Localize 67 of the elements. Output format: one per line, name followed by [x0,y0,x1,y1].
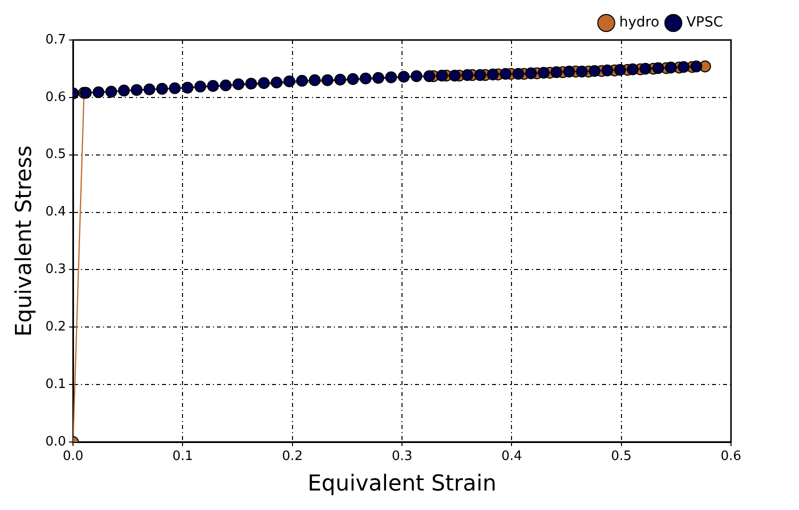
y-axis-title: Equivalent Stress [12,145,37,337]
point [258,77,270,89]
point [334,74,346,86]
point [588,65,600,77]
point [385,71,397,84]
legend-label: hydro [619,14,660,31]
x-tick-label: 0.6 [720,449,742,464]
point [538,66,550,79]
y-tick-label: 0.6 [45,90,66,105]
point [550,66,562,78]
point [130,84,143,96]
point [347,73,359,85]
point [398,70,410,83]
point [105,86,118,98]
point [436,70,448,82]
point [308,74,321,86]
x-axis-title: Equivalent Strain [308,472,496,497]
y-tick-label: 0.3 [45,262,66,278]
point [372,72,384,84]
point [296,74,308,87]
point [652,62,664,74]
point [207,80,219,92]
point [423,70,436,82]
point [500,68,512,80]
point [245,78,258,90]
y-tick-label: 0.1 [45,376,66,392]
y-tick-label: 0.4 [45,204,66,220]
point [283,75,296,88]
point [232,78,244,90]
x-tick-label: 0.2 [282,449,303,464]
point [360,72,372,84]
point [220,79,232,92]
x-tick-label: 0.1 [172,449,194,464]
point [410,70,422,82]
point [143,83,156,96]
point [640,62,652,75]
point [512,68,524,80]
legend-label: VPSC [686,14,724,31]
point [576,66,588,78]
point [461,69,474,81]
point [690,60,702,72]
point [156,82,168,95]
point [486,68,499,80]
point [270,76,282,88]
point [626,63,639,76]
point [118,84,130,96]
point [665,62,677,74]
point [448,70,461,82]
x-tick-label: 0.5 [611,449,632,464]
point [563,66,576,78]
point [194,80,206,92]
point [474,69,486,81]
x-tick-label: 0.3 [392,449,412,464]
point [678,61,690,73]
point [92,86,104,98]
point [525,67,537,80]
point [614,64,626,76]
point [322,74,334,86]
y-tick-label: 0.5 [45,147,66,162]
y-tick-label: 0.0 [45,434,66,450]
y-tick-label: 0.2 [45,320,66,335]
x-tick-label: 0.0 [62,449,84,464]
point [168,82,181,94]
y-tick-label: 0.7 [45,32,66,48]
point [182,82,194,94]
x-tick-label: 0.4 [501,449,522,464]
point [601,64,614,76]
